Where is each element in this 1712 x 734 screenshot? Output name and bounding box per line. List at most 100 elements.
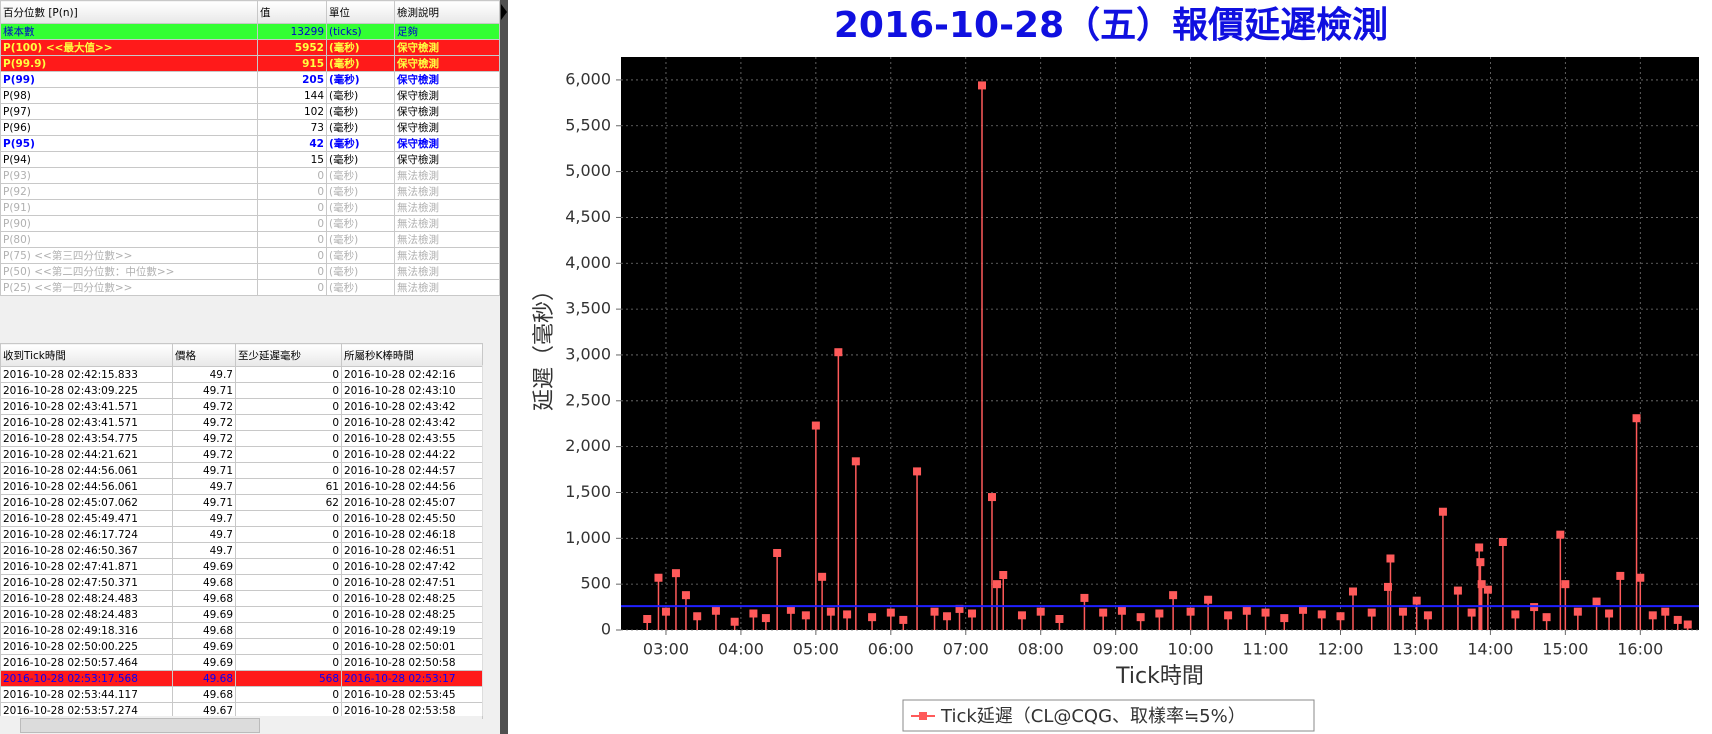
splitter[interactable] — [500, 0, 508, 734]
table-cell: 49.72 — [172, 430, 236, 447]
table-cell: (ticks) — [326, 23, 395, 40]
table-row[interactable]: P(80) 0 (毫秒) 無法檢測 — [0, 231, 500, 248]
column-header[interactable]: 收到Tick時間 — [0, 343, 173, 367]
point-marker — [1616, 571, 1625, 580]
table-row[interactable]: P(92) 0 (毫秒) 無法檢測 — [0, 183, 500, 200]
point-marker — [1367, 608, 1376, 617]
table-cell: 保守檢測 — [394, 151, 500, 168]
y-tick-label: 5,000 — [565, 161, 611, 180]
table-row[interactable]: P(96) 73 (毫秒) 保守檢測 — [0, 119, 500, 136]
x-tick-label: 14:00 — [1467, 640, 1513, 659]
table-row[interactable]: 2016-10-28 02:48:24.483 49.69 0 2016-10-28 … — [0, 606, 483, 623]
table-cell: 無法檢測 — [394, 183, 500, 200]
table-row[interactable]: P(98) 144 (毫秒) 保守檢測 — [0, 87, 500, 104]
table-row[interactable]: P(93) 0 (毫秒) 無法檢測 — [0, 167, 500, 184]
table-cell: P(92) — [0, 183, 258, 200]
table-row[interactable]: 2016-10-28 02:47:50.371 49.68 0 2016-10-28 … — [0, 574, 483, 591]
column-header[interactable]: 所屬秒K棒時間 — [341, 343, 483, 367]
column-header[interactable]: 百分位數 [P(n)] — [0, 0, 258, 24]
table-row[interactable]: 2016-10-28 02:50:00.225 49.69 0 2016-10-28 … — [0, 638, 483, 655]
point-marker — [1498, 537, 1507, 546]
point-marker — [1117, 606, 1126, 615]
column-header[interactable]: 至少延遲毫秒 — [235, 343, 342, 367]
table-cell: P(99) — [0, 71, 258, 88]
table-cell: 2016-10-28 02:44:56.061 — [0, 462, 173, 479]
table-row[interactable]: 2016-10-28 02:43:54.775 49.72 0 2016-10-28 … — [0, 430, 483, 447]
point-marker — [1224, 611, 1233, 620]
table-row[interactable]: 2016-10-28 02:47:41.871 49.69 0 2016-10-28 … — [0, 558, 483, 575]
table-row[interactable]: 2016-10-28 02:43:09.225 49.71 0 2016-10-28 … — [0, 382, 483, 399]
point-marker — [1648, 611, 1657, 620]
column-header[interactable]: 單位 — [326, 0, 395, 24]
point-marker — [1467, 608, 1476, 617]
table-row[interactable]: P(75) <<第三四分位數>> 0 (毫秒) 無法檢測 — [0, 247, 500, 264]
table-row[interactable]: 2016-10-28 02:45:49.471 49.7 0 2016-10-28 0… — [0, 510, 483, 527]
table-cell: 0 — [235, 446, 342, 463]
table-row[interactable]: 2016-10-28 02:43:41.571 49.72 0 2016-10-28 … — [0, 414, 483, 431]
tick-table[interactable]: 收到Tick時間 價格 至少延遲毫秒 所屬秒K棒時間 2016-10-28 02:42:… — [0, 343, 483, 719]
point-marker — [1438, 507, 1447, 516]
table-cell: 2016-10-28 02:50:58 — [341, 654, 483, 671]
horizontal-scrollbar[interactable] — [0, 716, 482, 734]
table-row[interactable]: P(90) 0 (毫秒) 無法檢測 — [0, 215, 500, 232]
table-cell: 0 — [235, 654, 342, 671]
table-row[interactable]: P(50) <<第二四分位數：中位數>> 0 (毫秒) 無法檢測 — [0, 263, 500, 280]
point-marker — [834, 348, 843, 357]
table-row[interactable]: 2016-10-28 02:46:50.367 49.7 0 2016-10-28 0… — [0, 542, 483, 559]
table-row[interactable]: 樣本數 13299 (ticks) 足夠 — [0, 23, 500, 40]
table-cell: P(99.9) — [0, 55, 258, 72]
table-cell: 49.7 — [172, 478, 236, 495]
point-marker — [1632, 414, 1641, 423]
scroll-thumb[interactable] — [20, 718, 260, 733]
point-marker — [1280, 614, 1289, 623]
table-cell: 無法檢測 — [394, 199, 500, 216]
table-row[interactable]: P(91) 0 (毫秒) 無法檢測 — [0, 199, 500, 216]
table-cell: 62 — [235, 494, 342, 511]
table-row[interactable]: P(95) 42 (毫秒) 保守檢測 — [0, 135, 500, 152]
table-cell: 0 — [235, 590, 342, 607]
point-marker — [1299, 605, 1308, 614]
table-cell: P(97) — [0, 103, 258, 120]
table-cell: 2016-10-28 02:43:10 — [341, 382, 483, 399]
table-row[interactable]: P(25) <<第一四分位數>> 0 (毫秒) 無法檢測 — [0, 279, 500, 296]
point-marker — [761, 614, 770, 623]
point-marker — [1186, 607, 1195, 616]
table-cell: 2016-10-28 02:46:18 — [341, 526, 483, 543]
table-row[interactable]: 2016-10-28 02:53:17.568 49.68 568 2016-10-2… — [0, 670, 483, 687]
column-header[interactable]: 值 — [257, 0, 327, 24]
table-row[interactable]: 2016-10-28 02:44:21.621 49.72 0 2016-10-28 … — [0, 446, 483, 463]
point-marker — [930, 607, 939, 616]
table-row[interactable]: 2016-10-28 02:45:07.062 49.71 62 2016-10-28… — [0, 494, 483, 511]
table-row[interactable]: 2016-10-28 02:50:57.464 49.69 0 2016-10-28 … — [0, 654, 483, 671]
table-cell: 915 — [257, 55, 327, 72]
table-cell: 5952 — [257, 39, 327, 56]
table-row[interactable]: 2016-10-28 02:43:41.571 49.72 0 2016-10-28 … — [0, 398, 483, 415]
column-header[interactable]: 價格 — [172, 343, 236, 367]
table-cell: (毫秒) — [326, 247, 395, 264]
table-row[interactable]: 2016-10-28 02:53:44.117 49.68 0 2016-10-28 … — [0, 686, 483, 703]
point-marker — [943, 612, 952, 621]
x-tick-label: 05:00 — [793, 640, 839, 659]
table-row[interactable]: P(94) 15 (毫秒) 保守檢測 — [0, 151, 500, 168]
table-row[interactable]: 2016-10-28 02:49:18.316 49.68 0 2016-10-28 … — [0, 622, 483, 639]
table-row[interactable]: 2016-10-28 02:46:17.724 49.7 0 2016-10-28 0… — [0, 526, 483, 543]
table-row[interactable]: 2016-10-28 02:42:15.833 49.7 0 2016-10-28 0… — [0, 366, 483, 383]
table-cell: 102 — [257, 103, 327, 120]
table-cell: 無法檢測 — [394, 279, 500, 296]
table-row[interactable]: P(99) 205 (毫秒) 保守檢測 — [0, 71, 500, 88]
table-row[interactable]: 2016-10-28 02:48:24.483 49.68 0 2016-10-28 … — [0, 590, 483, 607]
table-cell: 2016-10-28 02:49:19 — [341, 622, 483, 639]
table-cell: 2016-10-28 02:43:42 — [341, 398, 483, 415]
y-tick-label: 6,000 — [565, 69, 611, 88]
header-row: 百分位數 [P(n)] 值單位 檢測說明 — [0, 0, 500, 24]
table-cell: 2016-10-28 02:43:42 — [341, 414, 483, 431]
table-row[interactable]: P(100) <<最大值>> 5952 (毫秒) 保守檢測 — [0, 39, 500, 56]
table-row[interactable]: P(97) 102 (毫秒) 保守檢測 — [0, 103, 500, 120]
table-cell: P(75) <<第三四分位數>> — [0, 247, 258, 264]
vertical-scrollbar[interactable] — [482, 365, 500, 716]
table-row[interactable]: 2016-10-28 02:44:56.061 49.7 61 2016-10-28 … — [0, 478, 483, 495]
y-tick-label: 2,000 — [565, 436, 611, 455]
table-row[interactable]: 2016-10-28 02:44:56.061 49.71 0 2016-10-28 … — [0, 462, 483, 479]
table-row[interactable]: P(99.9) 915 (毫秒) 保守檢測 — [0, 55, 500, 72]
column-header[interactable]: 檢測說明 — [394, 0, 500, 24]
